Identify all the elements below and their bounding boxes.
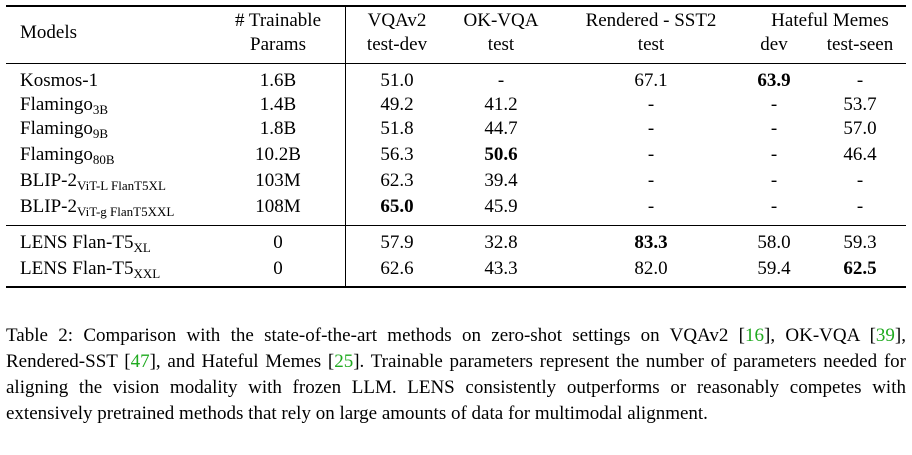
cell-rendered-sst2: -	[647, 196, 655, 217]
header-sst-2: test	[637, 34, 665, 55]
top-rule	[6, 5, 906, 7]
citation-link[interactable]: 25	[334, 351, 354, 372]
cell-rendered-sst2: -	[647, 94, 655, 115]
citation-link[interactable]: 16	[745, 325, 764, 346]
cell-vqav2: 62.3	[380, 170, 414, 191]
cell-hateful-dev: -	[770, 196, 778, 217]
model-name: Flamingo3B	[20, 94, 108, 117]
cell-hateful-test-seen: 46.4	[843, 144, 877, 165]
model-subscript: ViT-g FlanT5XXL	[77, 204, 175, 219]
cell-hateful-test-seen: -	[856, 70, 864, 91]
caption-text: ], OK-VQA [	[764, 325, 876, 346]
group-rule	[6, 225, 906, 226]
cell-params: 108M	[255, 196, 301, 217]
cell-hateful-test-seen: 53.7	[843, 94, 877, 115]
cell-vqav2: 49.2	[380, 94, 414, 115]
cell-rendered-sst2: 83.3	[634, 232, 668, 253]
cell-okvqa: 41.2	[484, 94, 518, 115]
cell-rendered-sst2: 82.0	[634, 258, 668, 279]
cell-params: 10.2B	[255, 144, 301, 165]
cell-vqav2: 56.3	[380, 144, 414, 165]
header-sst-1: Rendered - SST2	[585, 10, 717, 31]
cell-hateful-test-seen: -	[856, 196, 864, 217]
header-rule	[6, 63, 906, 64]
cell-rendered-sst2: -	[647, 118, 655, 139]
model-subscript: 9B	[92, 126, 109, 141]
cell-hateful-dev: -	[770, 94, 778, 115]
header-params-1: # Trainable	[234, 10, 322, 31]
cell-vqav2: 57.9	[380, 232, 414, 253]
header-hateful-dev: dev	[760, 34, 788, 55]
model-base-name: Flamingo	[20, 118, 93, 139]
model-name: Kosmos-1	[20, 70, 98, 92]
cell-vqav2: 51.8	[380, 118, 414, 139]
cell-params: 0	[273, 258, 283, 279]
model-name: Flamingo9B	[20, 118, 108, 141]
cell-vqav2: 51.0	[380, 70, 414, 91]
model-base-name: Flamingo	[20, 144, 93, 165]
cell-hateful-dev: 63.9	[757, 70, 791, 91]
cell-params: 1.8B	[259, 118, 297, 139]
caption-text: Table 2: Comparison with the state-of-th…	[6, 325, 745, 346]
cell-hateful-dev: -	[770, 144, 778, 165]
cell-okvqa: 50.6	[484, 144, 518, 165]
cell-hateful-dev: 59.4	[757, 258, 791, 279]
header-hateful-seen: test-seen	[826, 34, 894, 55]
cell-hateful-dev: -	[770, 118, 778, 139]
caption-text: ]. Trainable parameters represent the nu…	[6, 351, 906, 424]
header-vqa-1: VQAv2	[367, 10, 427, 31]
model-name: LENS Flan-T5XL	[20, 232, 151, 255]
cell-rendered-sst2: 67.1	[634, 70, 668, 91]
model-subscript: XL	[133, 240, 151, 255]
citation-link[interactable]: 47	[130, 351, 150, 372]
cell-okvqa: 43.3	[484, 258, 518, 279]
model-subscript: XXL	[133, 266, 161, 281]
cell-okvqa: 44.7	[484, 118, 518, 139]
cell-okvqa: -	[497, 70, 505, 91]
cell-okvqa: 39.4	[484, 170, 518, 191]
cell-rendered-sst2: -	[647, 170, 655, 191]
header-okvqa-2: test	[487, 34, 515, 55]
cell-vqav2: 62.6	[380, 258, 414, 279]
model-base-name: Kosmos-1	[20, 70, 99, 91]
model-base-name: BLIP-2	[20, 170, 77, 191]
cell-hateful-dev: -	[770, 170, 778, 191]
header-vqa-2: test-dev	[366, 34, 428, 55]
model-name: BLIP-2ViT-L FlanT5XL	[20, 170, 166, 193]
model-base-name: LENS Flan-T5	[20, 258, 134, 279]
cell-hateful-test-seen: 62.5	[843, 258, 877, 279]
cell-hateful-test-seen: -	[856, 170, 864, 191]
model-name: LENS Flan-T5XXL	[20, 258, 160, 281]
cell-params: 1.6B	[259, 70, 297, 91]
model-subscript: 80B	[92, 152, 115, 167]
bottom-rule	[6, 286, 906, 288]
model-subscript: 3B	[92, 102, 109, 117]
header-okvqa-1: OK-VQA	[463, 10, 539, 31]
cell-okvqa: 32.8	[484, 232, 518, 253]
cell-hateful-test-seen: 59.3	[843, 232, 877, 253]
model-name: Flamingo80B	[20, 144, 115, 167]
model-name: BLIP-2ViT-g FlanT5XXL	[20, 196, 174, 219]
citation-link[interactable]: 39	[875, 325, 895, 346]
model-subscript: ViT-L FlanT5XL	[77, 178, 166, 193]
cell-okvqa: 45.9	[484, 196, 518, 217]
cell-vqav2: 65.0	[380, 196, 414, 217]
model-base-name: BLIP-2	[20, 196, 77, 217]
cell-hateful-test-seen: 57.0	[843, 118, 877, 139]
cell-rendered-sst2: -	[647, 144, 655, 165]
header-models: Models	[20, 22, 77, 43]
cell-params: 103M	[255, 170, 301, 191]
caption-text: ], Rendered-SST [	[6, 325, 906, 372]
header-hateful-group: Hateful Memes	[771, 10, 889, 31]
header-params-2: Params	[250, 34, 306, 55]
cell-hateful-dev: 58.0	[757, 232, 791, 253]
caption-text: ], and Hateful Memes [	[149, 351, 335, 372]
table-caption: Table 2: Comparison with the state-of-th…	[6, 323, 906, 427]
cell-params: 0	[273, 232, 283, 253]
model-base-name: Flamingo	[20, 94, 93, 115]
model-base-name: LENS Flan-T5	[20, 232, 134, 253]
column-divider	[345, 6, 346, 286]
cell-params: 1.4B	[259, 94, 297, 115]
